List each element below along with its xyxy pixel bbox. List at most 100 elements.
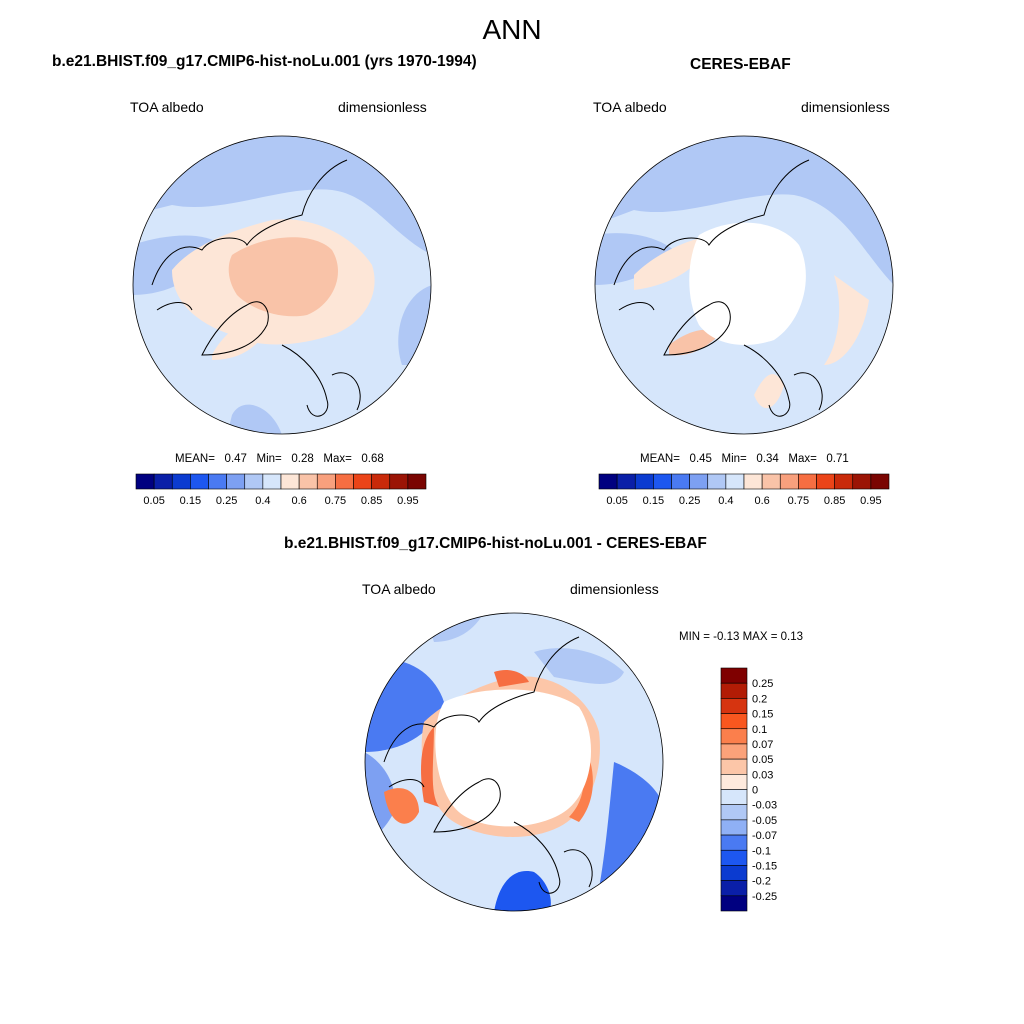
obs-colorbar-tick-label: 0.85 <box>824 495 845 507</box>
obs-colorbar-cell <box>779 473 799 490</box>
obs-colorbar-cell <box>616 473 636 490</box>
diff-colorbar-tick-label: -0.05 <box>752 815 777 827</box>
diff-colorbar-cell <box>720 774 748 790</box>
diff-colorbar-cell <box>720 789 748 805</box>
model-max-label: Max= <box>323 453 352 465</box>
obs-colorbar-cell <box>653 473 672 490</box>
obs-colorbar-cell <box>816 473 835 490</box>
diff-colorbar-tick-label: -0.15 <box>752 860 777 872</box>
model-min-label: Min= <box>256 453 282 465</box>
obs-polar-map <box>594 135 894 435</box>
model-colorbar: 0.05 0.15 0.25 0.4 0.6 0.75 0.85 0.95 <box>135 473 427 507</box>
obs-colorbar-cell <box>798 473 817 490</box>
diff-colorbar-tick-label: 0.07 <box>752 739 773 751</box>
diff-minmax: MIN = -0.13 MAX = 0.13 <box>679 631 804 643</box>
obs-colorbar-cell <box>761 473 781 490</box>
diff-colorbar-tick-label: 0.2 <box>752 693 767 705</box>
model-colorbar-tick-label: 0.75 <box>325 495 346 507</box>
model-colorbar-cell <box>298 473 318 490</box>
diff-colorbar-cell <box>720 667 748 684</box>
model-colorbar-cell <box>389 473 409 490</box>
obs-colorbar-cell <box>870 473 890 490</box>
model-max-value: 0.68 <box>361 453 384 465</box>
model-colorbar-cell <box>171 473 191 490</box>
diff-colorbar-tick-label: 0.25 <box>752 678 773 690</box>
diff-colorbar-cell <box>720 804 748 821</box>
figure-title: ANN <box>482 14 542 45</box>
model-colorbar-cell <box>353 473 372 490</box>
diff-colorbar-cell <box>720 834 748 851</box>
diff-colorbar-tick-label: 0.05 <box>752 754 773 766</box>
model-colorbar-cell <box>153 473 173 490</box>
obs-colorbar-cell <box>743 473 763 490</box>
obs-panel-title: CERES-EBAF <box>690 56 791 73</box>
obs-colorbar-tick-label: 0.6 <box>754 495 769 507</box>
model-colorbar-tick-label: 0.85 <box>361 495 382 507</box>
model-colorbar-cell <box>135 473 155 490</box>
model-colorbar-tick-label: 0.95 <box>397 495 418 507</box>
model-colorbar-tick-label: 0.4 <box>255 495 270 507</box>
model-polar-map <box>132 135 432 435</box>
obs-colorbar: 0.05 0.15 0.25 0.4 0.6 0.75 0.85 0.95 <box>598 473 890 507</box>
model-colorbar-cell <box>190 473 209 490</box>
diff-colorbar-tick-label: -0.03 <box>752 800 777 812</box>
obs-colorbar-tick-label: 0.25 <box>679 495 700 507</box>
obs-colorbar-cell <box>852 473 872 490</box>
model-colorbar-cell <box>244 473 264 490</box>
model-colorbar-tick-label: 0.15 <box>180 495 201 507</box>
diff-colorbar-tick-label: -0.2 <box>752 876 771 888</box>
model-colorbar-tick-label: 0.05 <box>143 495 164 507</box>
obs-colorbar-cell <box>689 473 709 490</box>
obs-colorbar-cell <box>598 473 618 490</box>
obs-colorbar-tick-label: 0.75 <box>788 495 809 507</box>
diff-colorbar-cell <box>720 865 748 881</box>
model-colorbar-cell <box>226 473 246 490</box>
model-colorbar-cell <box>335 473 354 490</box>
obs-colorbar-tick-label: 0.05 <box>606 495 627 507</box>
obs-max-value: 0.71 <box>826 453 849 465</box>
model-colorbar-cell <box>316 473 336 490</box>
diff-colorbar-cell <box>720 819 748 836</box>
obs-mean-label: MEAN= <box>640 453 680 465</box>
diff-colorbar-tick-label: 0.1 <box>752 724 767 736</box>
diff-colorbar-tick-label: 0.03 <box>752 769 773 781</box>
model-colorbar-cell <box>407 473 427 490</box>
diff-colorbar-cell <box>720 698 748 714</box>
model-colorbar-cell <box>280 473 300 490</box>
diff-colorbar-tick-label: -0.25 <box>752 891 777 903</box>
model-colorbar-cell <box>262 473 282 490</box>
obs-colorbar-cell <box>671 473 690 490</box>
model-stats: MEAN= 0.47 Min= 0.28 Max= 0.68 <box>175 453 384 465</box>
model-colorbar-tick-label: 0.25 <box>216 495 237 507</box>
diff-colorbar-tick-label: -0.1 <box>752 845 771 857</box>
diff-colorbar-cell <box>720 758 748 775</box>
diff-colorbar-cell <box>720 743 748 760</box>
diff-colorbar-cell <box>720 849 748 866</box>
obs-units-label: dimensionless <box>801 99 890 115</box>
model-variable-label: TOA albedo <box>130 99 204 115</box>
model-units-label: dimensionless <box>338 99 427 115</box>
diff-colorbar-cell <box>720 713 748 730</box>
obs-colorbar-cell <box>834 473 854 490</box>
model-colorbar-cell <box>208 473 227 490</box>
diff-panel-title: b.e21.BHIST.f09_g17.CMIP6-hist-noLu.001 … <box>284 535 707 552</box>
model-colorbar-cell <box>371 473 391 490</box>
diff-colorbar-cell <box>720 880 748 897</box>
obs-mean-value: 0.45 <box>689 453 712 465</box>
model-mean-label: MEAN= <box>175 453 215 465</box>
obs-colorbar-tick-label: 0.4 <box>718 495 733 507</box>
obs-colorbar-cell <box>634 473 654 490</box>
diff-colorbar-cell <box>720 728 748 745</box>
obs-colorbar-tick-label: 0.95 <box>860 495 881 507</box>
model-colorbar-tick-label: 0.6 <box>291 495 306 507</box>
diff-colorbar: 0.25 0.2 0.15 0.1 0.07 0.05 0.03 0 -0.03 -0.05 -0.… <box>720 667 777 912</box>
obs-stats: MEAN= 0.45 Min= 0.34 Max= 0.71 <box>640 453 849 465</box>
model-min-value: 0.28 <box>291 453 314 465</box>
obs-variable-label: TOA albedo <box>593 99 667 115</box>
obs-min-value: 0.34 <box>756 453 779 465</box>
diff-colorbar-tick-label: -0.07 <box>752 830 777 842</box>
model-panel-title: b.e21.BHIST.f09_g17.CMIP6-hist-noLu.001 … <box>52 53 477 70</box>
obs-colorbar-tick-label: 0.15 <box>643 495 664 507</box>
diff-colorbar-cell <box>720 682 748 699</box>
model-mean-value: 0.47 <box>224 453 247 465</box>
